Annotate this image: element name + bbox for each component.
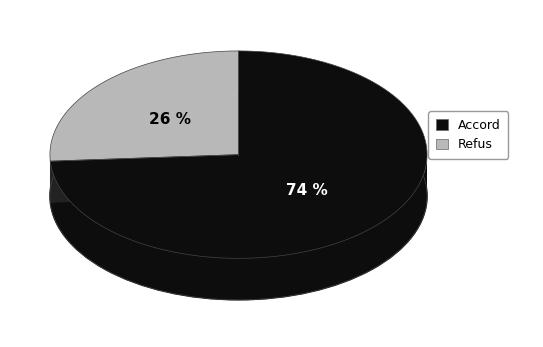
- Ellipse shape: [50, 92, 427, 300]
- Text: 26 %: 26 %: [149, 112, 191, 127]
- Polygon shape: [50, 155, 238, 203]
- Polygon shape: [50, 51, 427, 259]
- Text: 74 %: 74 %: [286, 183, 328, 198]
- Polygon shape: [50, 157, 427, 300]
- Polygon shape: [50, 155, 238, 203]
- Legend: Accord, Refus: Accord, Refus: [428, 111, 508, 159]
- Polygon shape: [50, 51, 238, 161]
